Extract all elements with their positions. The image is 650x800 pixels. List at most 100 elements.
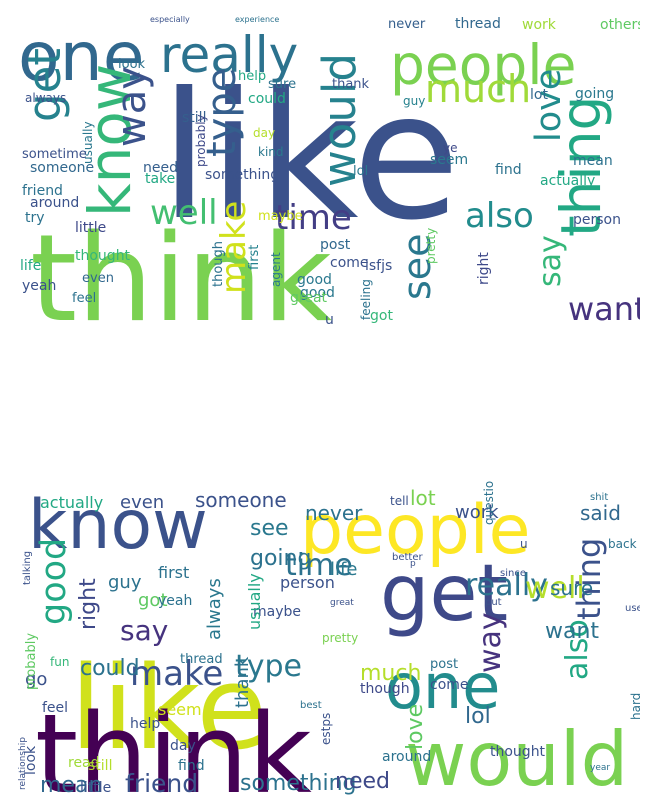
word-good: good <box>297 272 332 288</box>
word-want: want <box>545 619 599 644</box>
word-going: going <box>575 86 614 102</box>
word-never: never <box>388 17 426 32</box>
word-day: day <box>253 126 275 140</box>
word-mean: mean <box>40 773 102 798</box>
word-year: year <box>590 763 610 773</box>
word-first: first <box>247 245 262 270</box>
word-friend: friend <box>22 183 63 199</box>
word-post: post <box>430 657 458 672</box>
word-use: use <box>625 603 640 614</box>
word-especially: especially <box>150 15 190 24</box>
word-really: really <box>160 26 298 84</box>
word-work: work <box>522 17 557 33</box>
word-say: say <box>120 614 168 647</box>
word-shit: shit <box>590 492 608 503</box>
word-one: one <box>385 650 500 723</box>
word-thought: thought <box>490 744 546 760</box>
word-like: like <box>70 642 267 776</box>
word-something: something <box>205 167 279 183</box>
word-around: around <box>382 749 431 765</box>
word-maybe: maybe <box>258 209 303 224</box>
word-time: time <box>285 548 353 583</box>
word-good: good <box>300 285 335 301</box>
word-thing: thing <box>549 96 613 237</box>
word-even: even <box>120 492 164 513</box>
word-never: never <box>305 501 363 525</box>
word-well: well <box>525 571 585 606</box>
word-work: work <box>455 502 499 523</box>
word-try: try <box>25 210 45 226</box>
word-talking: talking <box>22 551 33 585</box>
word-usually: usually <box>81 121 95 164</box>
word-really: really <box>465 568 548 603</box>
word-best: best <box>300 700 322 711</box>
word-help: help <box>238 69 266 84</box>
word-find: find <box>495 162 522 178</box>
word-come: come <box>330 255 369 271</box>
word-probably: probably <box>24 633 39 690</box>
word-kind: kind <box>258 145 284 159</box>
word-friend: friend <box>125 769 198 798</box>
word-usually: usually <box>245 573 264 630</box>
word-definitely: definitely <box>639 201 640 262</box>
word-always: always <box>25 91 66 105</box>
word-ye: ye <box>443 141 457 155</box>
word-lot: lot <box>530 87 548 103</box>
word-around: around <box>30 195 79 211</box>
word-lol: lol <box>353 164 368 179</box>
word-feel: feel <box>42 700 68 716</box>
word-pretty: pretty <box>322 631 358 645</box>
word-go: go <box>25 669 47 690</box>
word-still: still <box>182 110 206 126</box>
word-type: type <box>199 68 245 157</box>
word-though: though <box>211 241 226 287</box>
word-way: way <box>473 612 508 673</box>
word-tell: tell <box>390 494 409 508</box>
word-mean: mean <box>573 153 613 169</box>
word-got: got <box>370 308 393 324</box>
word-would: would <box>313 53 366 187</box>
word-little: little <box>80 780 111 796</box>
word-read: read <box>68 755 100 771</box>
word-actually: actually <box>540 173 595 189</box>
word-yeah: yeah <box>158 593 192 609</box>
word-one: one <box>18 18 145 97</box>
word-question: question <box>482 480 496 525</box>
word-going: going <box>250 546 311 571</box>
word-thought: thought <box>75 248 131 264</box>
word-thread: thread <box>180 652 223 667</box>
word-agent: agent <box>269 252 283 287</box>
word-thing: thing <box>570 538 608 620</box>
word-though: though <box>360 681 410 697</box>
word-post: post <box>320 237 351 253</box>
word-p: p <box>410 559 416 569</box>
word-person: person <box>280 573 335 592</box>
word-right: right <box>476 252 492 285</box>
word-great: great <box>290 290 328 306</box>
word-seem: seem <box>430 152 468 168</box>
word-also: also <box>465 196 534 236</box>
word-lol: lol <box>465 704 491 729</box>
word-actually: actually <box>40 493 103 512</box>
word-back: back <box>608 537 637 551</box>
word-could: could <box>80 656 140 681</box>
word-maybe: maybe <box>253 604 301 620</box>
word-need: need <box>335 769 390 794</box>
word-cloud-top: like think one really people know get way thing w… <box>10 2 640 327</box>
word-someone: someone <box>30 160 94 176</box>
word-much: much <box>360 661 421 686</box>
word-hard: hard <box>629 693 640 720</box>
word-thank: thank <box>332 77 370 92</box>
word-come: come <box>430 677 469 693</box>
word-thread: thread <box>455 16 501 32</box>
word-feeling: feeling <box>359 279 373 320</box>
word-like: like <box>160 56 460 259</box>
word-lot: lot <box>410 486 436 510</box>
word-would: would <box>405 715 628 800</box>
word-much: much <box>425 67 531 111</box>
word-way: way <box>109 66 155 147</box>
word-sure: sure <box>550 576 593 600</box>
word-good: good <box>34 538 74 625</box>
